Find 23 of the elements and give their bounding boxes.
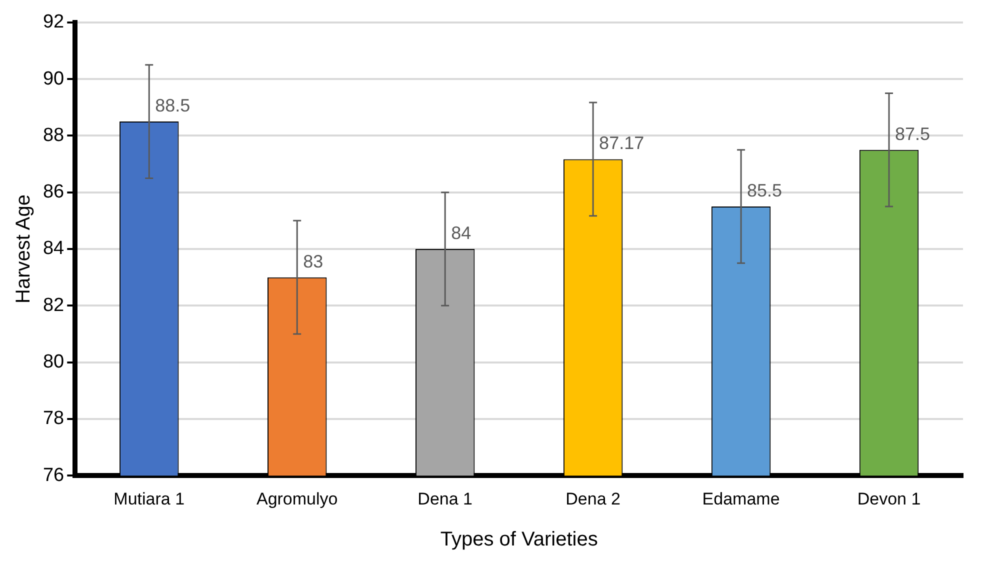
y-tick-label: 84 [42, 238, 65, 260]
y-tick-label: 88 [42, 124, 64, 146]
data-label: 87.5 [895, 124, 930, 144]
data-label: 88.5 [155, 96, 190, 116]
y-tick-label: 76 [42, 464, 64, 486]
data-label: 84 [451, 222, 472, 243]
x-tick-label: Dena 2 [566, 489, 620, 508]
y-tick-label: 78 [42, 408, 64, 430]
y-tick-label: 90 [42, 68, 64, 90]
x-tick-label: Mutiara 1 [114, 489, 185, 508]
data-label: 87.17 [599, 133, 644, 154]
x-tick-label: Dena 1 [418, 489, 472, 508]
y-tick-label: 80 [42, 352, 64, 373]
y-tick-label: 82 [42, 294, 64, 316]
y-tick-label: 86 [42, 182, 64, 203]
x-tick-label: Agromulyo [256, 489, 338, 508]
y-tick-label: 92 [42, 12, 64, 33]
x-tick-label: Devon 1 [857, 489, 921, 508]
data-label: 83 [303, 251, 324, 272]
x-axis-title: Types of Varieties [440, 528, 598, 551]
y-axis-title: Harvest Age [12, 194, 35, 304]
x-tick-label: Edamame [702, 489, 780, 508]
data-label: 85.5 [747, 180, 782, 200]
